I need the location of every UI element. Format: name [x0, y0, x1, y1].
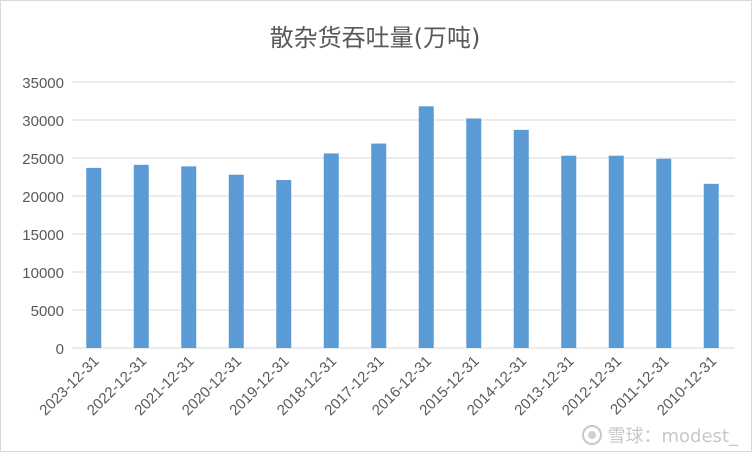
y-tick-label: 15000 [22, 227, 64, 244]
watermark: 雪球：modest_ [581, 422, 738, 448]
bar [228, 174, 244, 348]
bar [323, 153, 339, 348]
bar [513, 129, 529, 348]
bar [276, 180, 292, 348]
bar [608, 155, 624, 348]
bar [133, 164, 149, 348]
bar [466, 118, 482, 348]
snowball-logo-icon [581, 425, 602, 445]
y-tick-label: 20000 [22, 189, 64, 206]
bar [561, 155, 577, 348]
bar [86, 167, 102, 348]
y-tick-label: 30000 [22, 113, 64, 130]
y-tick-label: 5000 [31, 303, 64, 320]
y-tick-label: 10000 [22, 265, 64, 282]
bar [181, 166, 197, 348]
chart-title: 散杂货吞吐量(万吨) [269, 24, 481, 52]
bar [656, 158, 672, 348]
bar [703, 183, 719, 348]
watermark-text: 雪球：modest_ [607, 426, 738, 447]
y-tick-label: 0 [56, 341, 64, 358]
bar [371, 143, 387, 348]
y-tick-label: 35000 [22, 75, 64, 92]
bar [418, 106, 434, 348]
y-tick-label: 25000 [22, 151, 64, 168]
